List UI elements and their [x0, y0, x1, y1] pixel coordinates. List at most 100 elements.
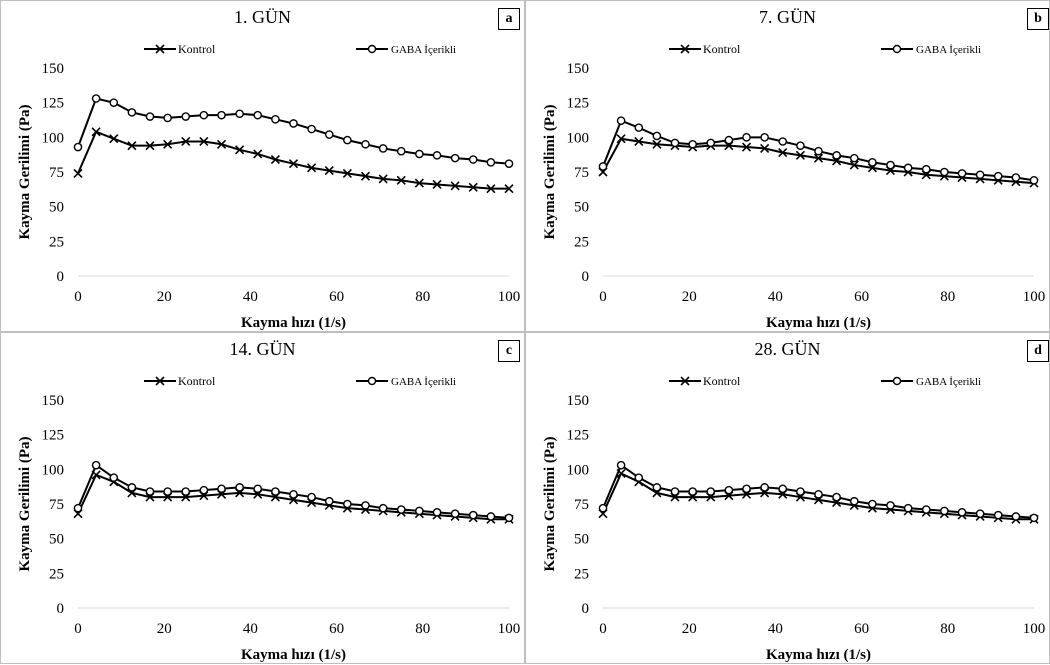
circle-marker	[742, 484, 751, 494]
circle-marker	[163, 487, 172, 496]
circle-marker	[670, 487, 680, 496]
circle-marker	[127, 483, 137, 492]
x-marker-stroke	[127, 141, 137, 151]
circle-marker	[378, 144, 388, 153]
x-marker-stroke	[504, 184, 514, 194]
circle-marker	[760, 483, 769, 492]
data-point-kontrol	[778, 148, 788, 158]
data-point-kontrol	[813, 153, 824, 163]
circle-marker	[163, 113, 172, 123]
circle-marker	[940, 167, 949, 177]
y-tick-label: 125	[42, 96, 65, 112]
data-point-kontrol	[468, 182, 478, 192]
circle-marker	[109, 98, 119, 107]
x-marker-stroke	[741, 142, 752, 152]
x-marker-stroke	[680, 376, 690, 386]
circle-marker	[616, 460, 626, 470]
x-marker-stroke	[378, 174, 388, 184]
circle-marker	[91, 94, 101, 103]
data-point-kontrol	[760, 143, 770, 153]
x-tick-label: 100	[498, 289, 521, 305]
x-marker-stroke	[414, 178, 424, 188]
circle-marker	[993, 510, 1003, 520]
circle-marker	[468, 155, 478, 164]
x-marker-stroke	[450, 181, 460, 191]
circle-marker	[796, 141, 805, 150]
circle-marker	[957, 508, 967, 517]
y-axis-title: Kayma Gerilimi (Pa)	[542, 437, 558, 572]
circle-marker	[688, 139, 697, 149]
legend: Kontrol GABA İçerikli	[669, 374, 981, 388]
legend-label-gaba: GABA İçerikli	[391, 376, 456, 388]
circle-marker	[688, 487, 697, 496]
circle-marker	[903, 163, 913, 173]
x-marker-stroke	[181, 136, 191, 147]
x-marker-stroke	[849, 160, 859, 170]
circle-marker	[940, 506, 949, 516]
circle-marker	[814, 489, 823, 499]
y-tick-label: 125	[567, 96, 590, 112]
circle-marker	[921, 505, 931, 514]
y-tick-label: 150	[567, 61, 590, 77]
series-gaba	[598, 460, 1039, 523]
circle-marker	[271, 115, 280, 124]
line-chart: 0 25 50 75 100 125 150 0 20 40 60 80 100 Kayma hızı (…	[542, 374, 1045, 663]
legend: Kontrol GABA İçerikli	[144, 374, 456, 388]
circle-marker	[1029, 176, 1039, 185]
legend: Kontrol GABA İçerikli	[144, 42, 456, 56]
circle-marker	[504, 513, 514, 523]
chart-panel-day14: 14. GÜN c 0 25 50 75 100 125 150 0 20 40 60 80 100 Ka…	[0, 332, 525, 664]
circle-marker	[91, 460, 101, 470]
data-point-kontrol	[342, 168, 352, 178]
circle-marker	[145, 487, 155, 496]
x-marker-stroke	[73, 168, 83, 178]
circle-marker	[324, 496, 334, 506]
circle-marker	[307, 492, 316, 502]
circle-marker	[778, 137, 788, 146]
circle-marker	[217, 484, 226, 494]
circle-marker	[343, 135, 352, 145]
series-gaba	[73, 94, 514, 168]
y-tick-label: 75	[49, 497, 64, 513]
circle-marker	[634, 123, 644, 132]
x-marker-stroke	[109, 134, 119, 144]
circle-marker	[652, 131, 662, 141]
x-marker-stroke	[778, 148, 788, 158]
panel-title: 14. GÜN	[229, 339, 296, 359]
data-point-kontrol	[181, 136, 191, 147]
x-axis-title: Kayma hızı (1/s)	[241, 647, 346, 663]
x-axis-title: Kayma hızı (1/s)	[766, 647, 871, 663]
legend-label-kontrol: Kontrol	[703, 42, 741, 56]
data-point-kontrol	[634, 136, 644, 147]
x-tick-label: 0	[74, 621, 82, 637]
x-axis-title: Kayma hızı (1/s)	[766, 315, 871, 331]
x-marker-stroke	[616, 134, 626, 144]
data-point-kontrol	[396, 175, 406, 185]
legend-label-gaba: GABA İçerikli	[916, 44, 981, 56]
legend-label-kontrol: Kontrol	[178, 42, 216, 56]
circle-marker	[109, 473, 119, 482]
data-point-kontrol	[414, 178, 424, 188]
x-marker-stroke	[288, 159, 299, 169]
data-point-kontrol	[127, 141, 137, 151]
y-tick-label: 100	[567, 130, 590, 146]
y-tick-label: 75	[574, 165, 589, 181]
circle-marker	[367, 376, 377, 386]
y-tick-label: 50	[49, 532, 64, 548]
circle-marker	[199, 485, 209, 495]
y-tick-label: 0	[582, 601, 590, 617]
circle-marker	[415, 149, 424, 159]
circle-marker	[367, 44, 377, 54]
circle-marker	[181, 487, 191, 496]
x-tick-label: 80	[940, 289, 955, 305]
x-marker-stroke	[486, 184, 496, 194]
circle-marker	[832, 492, 841, 502]
circle-marker	[486, 157, 496, 167]
circle-marker	[849, 496, 859, 506]
circle-marker	[396, 146, 406, 156]
circle-marker	[378, 503, 388, 513]
x-tick-label: 80	[940, 621, 955, 637]
legend-label-gaba: GABA İçerikli	[916, 376, 981, 388]
x-marker-stroke	[342, 168, 352, 178]
circle-marker	[849, 153, 859, 163]
